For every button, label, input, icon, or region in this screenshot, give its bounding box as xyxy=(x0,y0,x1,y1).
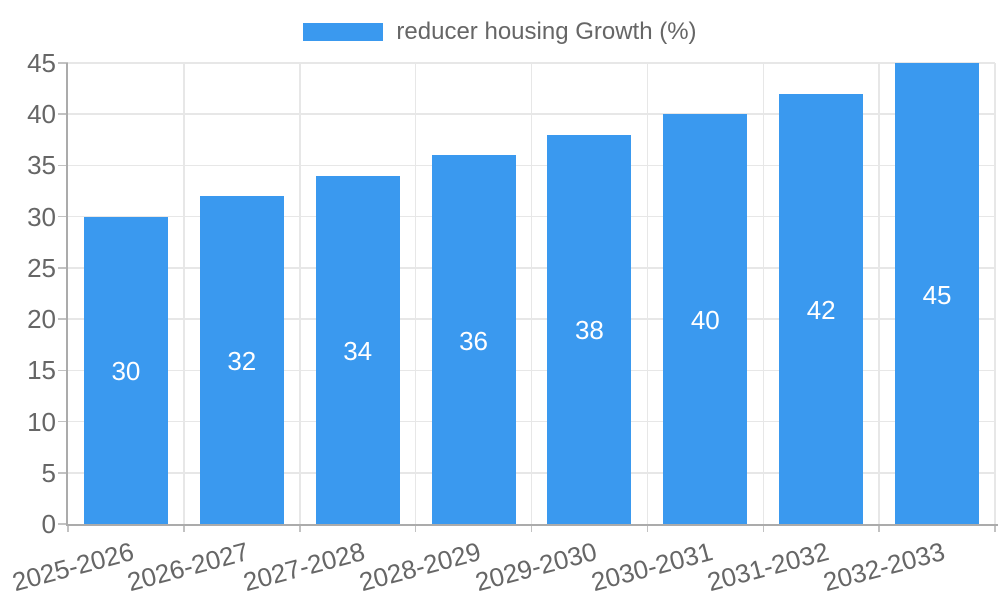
y-tick-label: 5 xyxy=(41,457,56,488)
x-tick-label: 2025-2026 xyxy=(8,536,137,598)
bar-value-label: 36 xyxy=(459,325,489,356)
x-axis-line xyxy=(66,523,998,526)
y-tick-label: 25 xyxy=(27,252,56,283)
bar-value-label: 45 xyxy=(922,279,952,310)
bar[interactable] xyxy=(547,134,632,524)
v-gridline xyxy=(414,63,417,524)
bar[interactable] xyxy=(199,196,284,524)
v-gridline xyxy=(530,63,533,524)
bar-value-label: 40 xyxy=(690,305,720,336)
bar[interactable] xyxy=(83,216,168,524)
x-tick-mark xyxy=(414,524,417,532)
v-gridline xyxy=(994,63,996,524)
y-tick-label: 0 xyxy=(41,509,56,539)
y-tick-label: 35 xyxy=(27,150,56,181)
x-tick-label: 2029-2030 xyxy=(472,536,600,598)
x-tick-mark xyxy=(299,524,301,532)
legend-label: reducer housing Growth (%) xyxy=(396,18,697,45)
y-tick-label: 15 xyxy=(27,355,56,386)
v-gridline xyxy=(878,63,880,524)
v-gridline xyxy=(299,63,301,524)
y-axis-line xyxy=(66,63,68,526)
y-tick-label: 20 xyxy=(27,304,56,335)
y-tick-mark xyxy=(58,215,68,218)
bar-value-label: 38 xyxy=(574,315,604,346)
bar[interactable] xyxy=(779,93,864,524)
x-tick-mark xyxy=(878,524,880,532)
x-tick-label: 2028-2029 xyxy=(356,536,485,598)
y-tick-label: 30 xyxy=(27,201,56,232)
y-tick-mark xyxy=(58,267,68,269)
legend-swatch xyxy=(303,23,384,41)
bar[interactable] xyxy=(431,155,516,524)
x-tick-mark xyxy=(67,524,69,532)
v-gridline xyxy=(762,63,764,524)
bar-value-label: 34 xyxy=(343,335,373,366)
v-gridline xyxy=(183,63,185,524)
y-tick-label: 45 xyxy=(27,48,56,78)
legend[interactable]: reducer housing Growth (%) xyxy=(0,18,1000,46)
bar-value-label: 32 xyxy=(227,346,257,377)
bar[interactable] xyxy=(663,114,748,524)
bar-value-label: 42 xyxy=(806,294,836,325)
x-tick-mark xyxy=(762,524,764,532)
x-tick-label: 2031-2032 xyxy=(703,536,832,598)
y-tick-mark xyxy=(58,62,68,64)
x-tick-mark xyxy=(530,524,533,532)
x-tick-label: 2026-2027 xyxy=(124,536,253,598)
y-tick-mark xyxy=(58,113,68,115)
y-tick-label: 10 xyxy=(27,406,56,437)
y-tick-mark xyxy=(58,369,68,372)
bar[interactable] xyxy=(315,175,400,524)
bar-value-label: 30 xyxy=(111,356,141,387)
x-tick-label: 2032-2033 xyxy=(819,536,948,598)
x-tick-label: 2027-2028 xyxy=(240,536,369,598)
y-tick-mark xyxy=(58,164,68,167)
x-tick-mark xyxy=(646,524,649,532)
y-tick-label: 40 xyxy=(27,99,56,130)
y-tick-mark xyxy=(58,472,68,474)
x-tick-label: 2030-2031 xyxy=(587,536,716,598)
y-tick-mark xyxy=(58,318,68,320)
x-tick-mark xyxy=(183,524,185,532)
v-gridline xyxy=(646,63,649,524)
x-tick-mark xyxy=(994,524,996,532)
bar[interactable] xyxy=(895,63,980,524)
y-tick-mark xyxy=(58,523,68,525)
y-tick-mark xyxy=(58,420,68,423)
